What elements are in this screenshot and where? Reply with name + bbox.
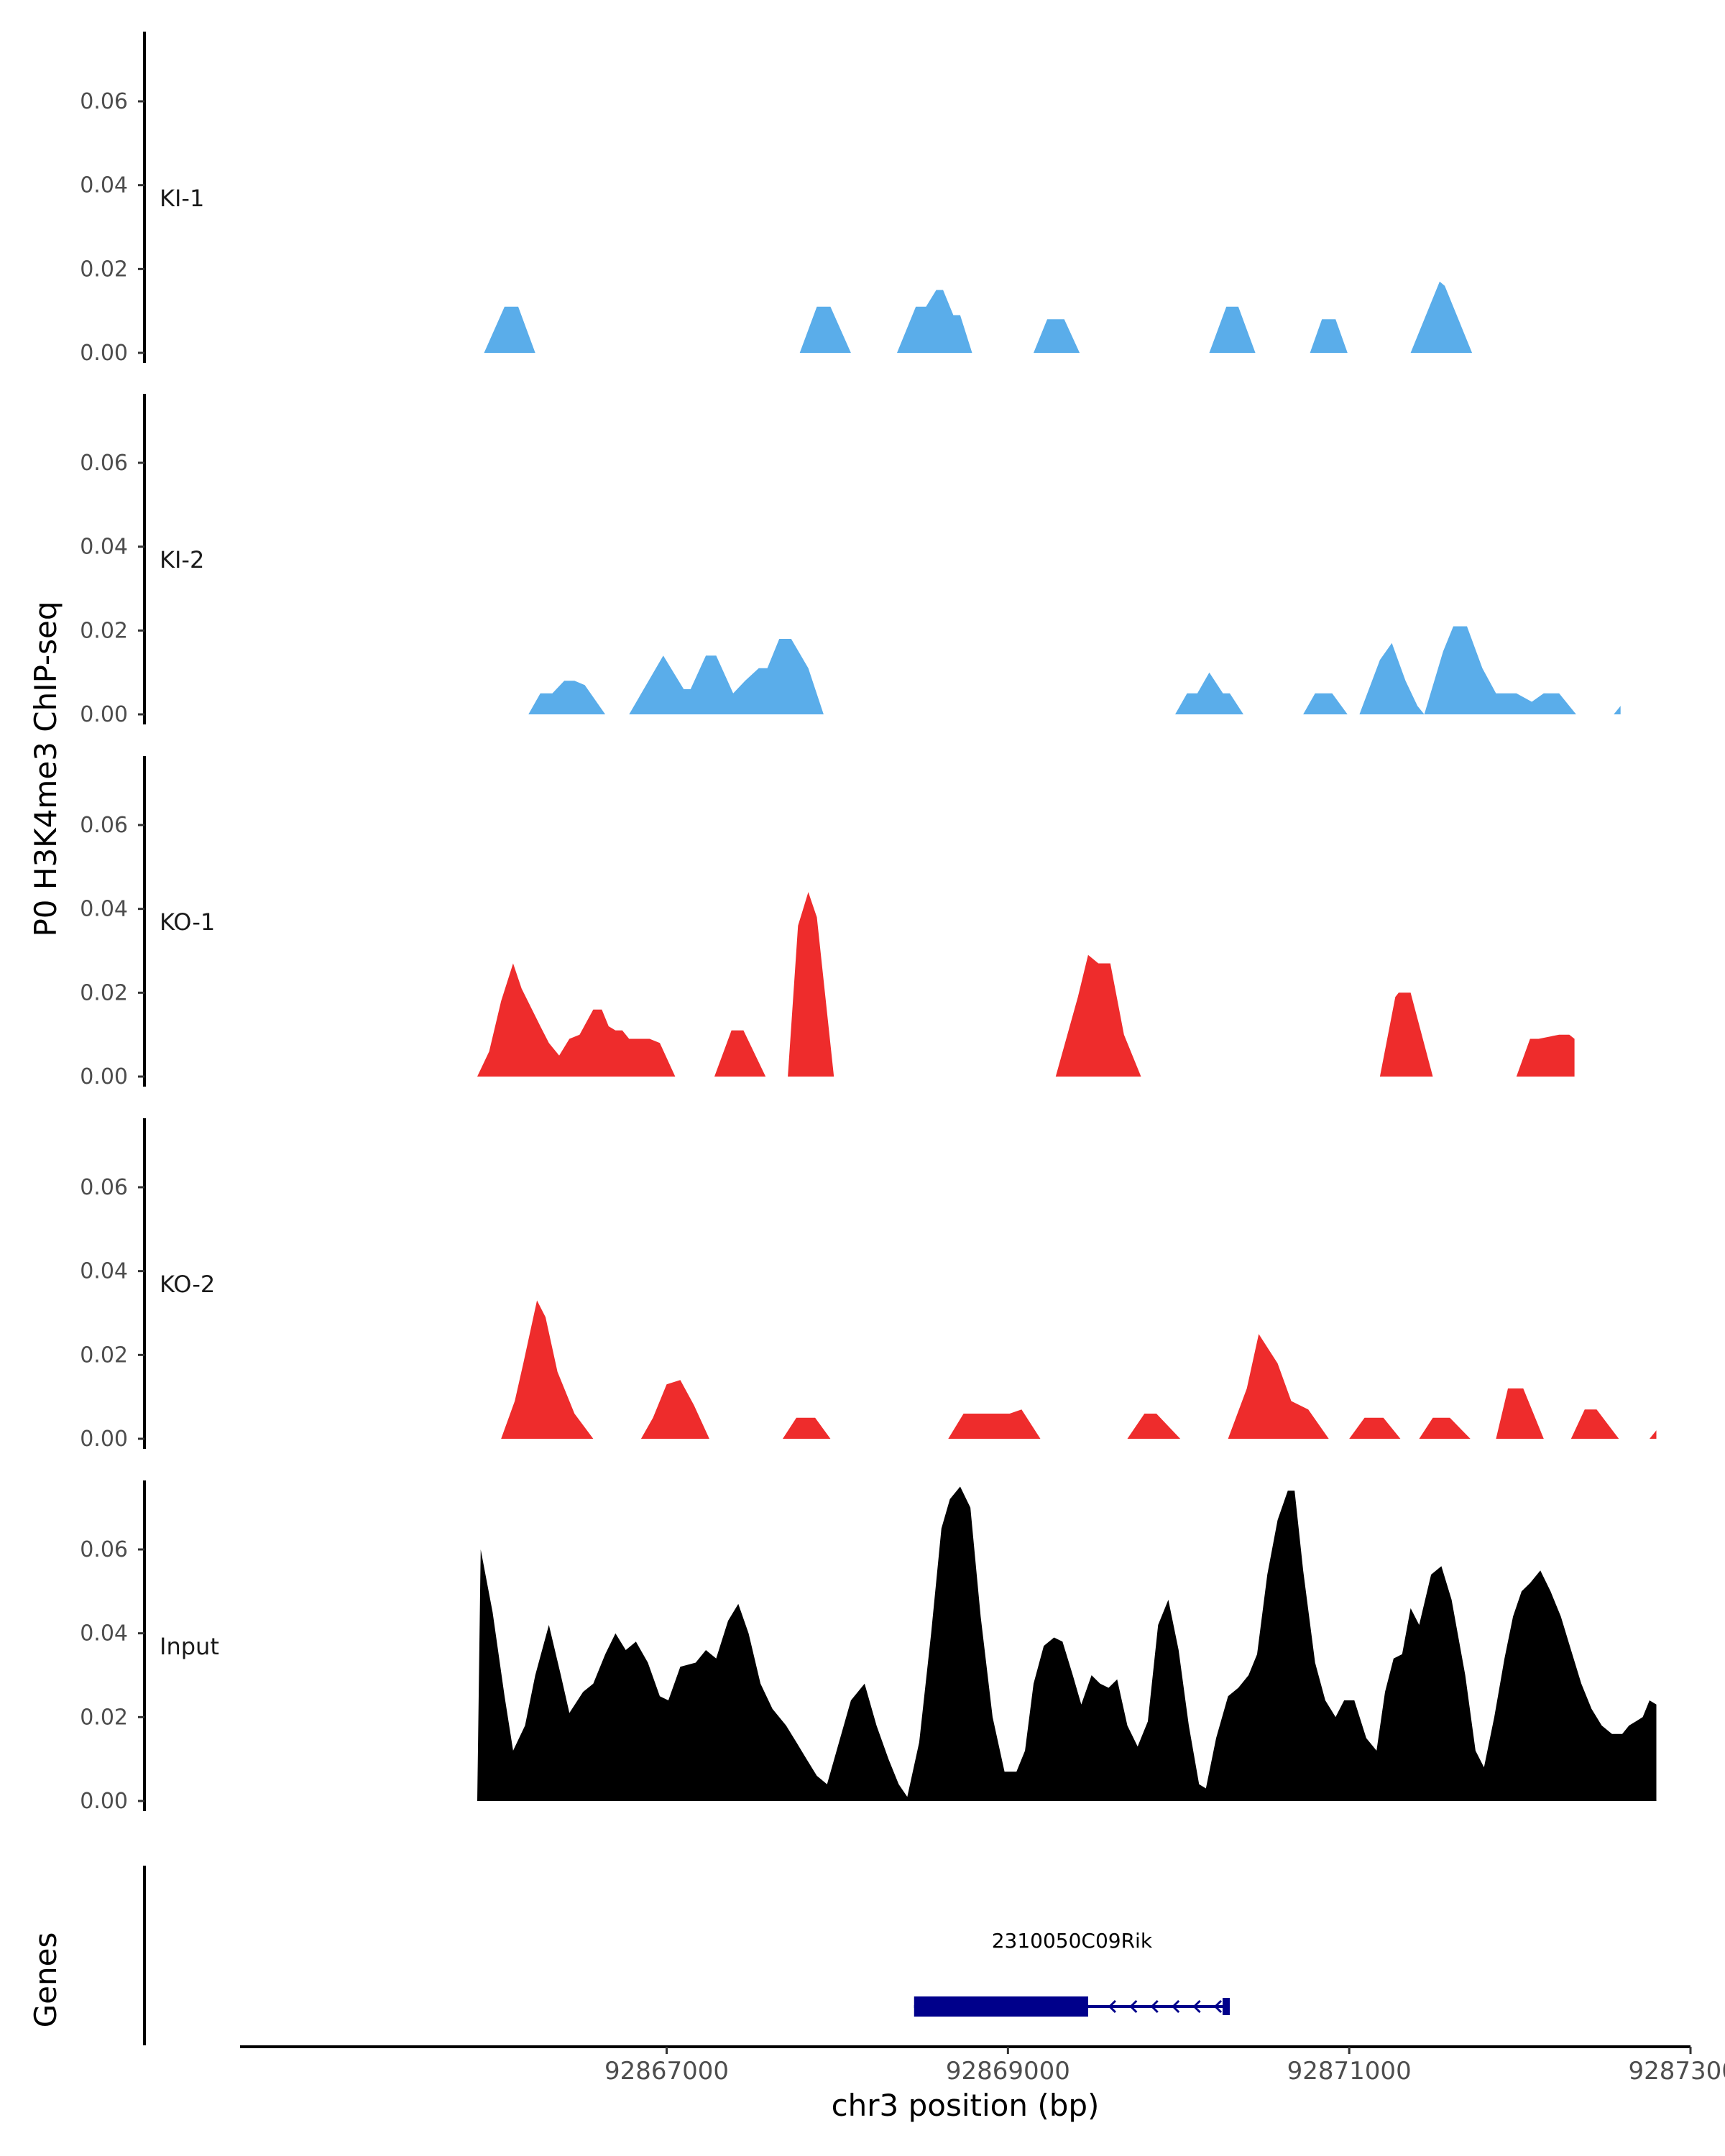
y-tick-label: 0.00 <box>80 341 128 366</box>
y-tick-label: 0.02 <box>80 980 128 1005</box>
track-label: KO-1 <box>160 908 215 936</box>
signal-area-input <box>477 1486 1657 1801</box>
strand-arrow <box>1129 1999 1138 2014</box>
y-tick-label: 0.00 <box>80 1427 128 1452</box>
signal-area-ki-2 <box>528 626 1621 714</box>
x-axis-title: chr3 position (bp) <box>832 2088 1100 2123</box>
genes-axis-title: Genes <box>28 1932 63 2028</box>
strand-arrow <box>1150 1999 1159 2014</box>
x-tick-label: 92867000 <box>604 2057 729 2086</box>
gene-end-exon <box>1222 1998 1230 2015</box>
x-tick-label: 92869000 <box>946 2057 1070 2086</box>
strand-arrow <box>1213 1999 1223 2014</box>
track-ki-2: 0.00 0.02 0.04 0.06 KI-2 <box>80 394 1621 727</box>
strand-arrow <box>1108 1999 1116 2014</box>
y-tick-label: 0.06 <box>80 1537 128 1562</box>
gene-name-label: 2310050C09Rik <box>992 1929 1153 1953</box>
track-label: KI-1 <box>160 185 204 212</box>
signal-area-ko-2 <box>501 1300 1657 1439</box>
y-tick-label: 0.02 <box>80 257 128 282</box>
y-tick-label: 0.04 <box>80 897 128 922</box>
y-tick-label: 0.02 <box>80 618 128 643</box>
track-ki-1: 0.00 0.02 0.04 0.06 KI-1 <box>80 32 1473 366</box>
y-axis-title: P0 H3K4me3 ChIP-seq <box>28 601 63 936</box>
signal-tracks: 0.00 0.02 0.04 0.06 KI-1 0.00 0.02 0.04 0.06 KI-2… <box>80 32 1657 1814</box>
y-tick-label: 0.06 <box>80 451 128 476</box>
y-tick-label: 0.06 <box>80 89 128 114</box>
x-axis: 92867000 92869000 92871000 92873000 <box>240 2045 1725 2086</box>
y-tick-label: 0.04 <box>80 1259 128 1284</box>
y-tick-label: 0.00 <box>80 1064 128 1089</box>
track-input: 0.00 0.02 0.04 0.06 Input <box>80 1480 1657 1814</box>
track-label: Input <box>160 1633 219 1660</box>
y-tick-label: 0.04 <box>80 1621 128 1646</box>
y-tick-label: 0.06 <box>80 1175 128 1200</box>
strand-arrow <box>1192 1999 1201 2014</box>
y-tick-label: 0.04 <box>80 535 128 560</box>
track-label: KO-2 <box>160 1271 215 1298</box>
signal-area-ko-1 <box>477 892 1575 1077</box>
y-tick-label: 0.04 <box>80 173 128 198</box>
x-tick-label: 92873000 <box>1628 2057 1725 2086</box>
track-ko-1: 0.00 0.02 0.04 0.06 KO-1 <box>80 756 1575 1089</box>
track-ko-2: 0.00 0.02 0.04 0.06 KO-2 <box>80 1118 1657 1452</box>
y-tick-label: 0.02 <box>80 1705 128 1730</box>
y-tick-label: 0.00 <box>80 702 128 727</box>
y-tick-label: 0.02 <box>80 1342 128 1368</box>
y-tick-label: 0.00 <box>80 1789 128 1814</box>
x-tick-label: 92871000 <box>1287 2057 1412 2086</box>
y-tick-label: 0.06 <box>80 813 128 838</box>
signal-area-ki-1 <box>484 281 1473 353</box>
gene-panel: 2310050C09Rik <box>143 1866 1230 2045</box>
strand-arrow <box>1172 1999 1180 2014</box>
track-label: KI-2 <box>160 546 204 573</box>
gene-exon-block <box>914 1996 1088 2017</box>
